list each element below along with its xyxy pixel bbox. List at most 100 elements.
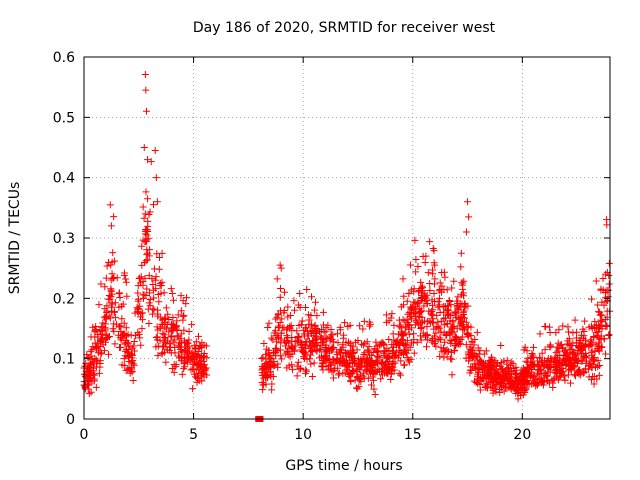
data-point: [91, 371, 99, 379]
data-point: [260, 339, 268, 347]
data-point: [388, 310, 396, 318]
data-point: [143, 236, 151, 244]
data-point: [405, 289, 413, 297]
data-point: [492, 365, 500, 373]
data-point: [166, 340, 174, 348]
data-point: [341, 319, 349, 327]
data-point: [442, 331, 450, 339]
data-point: [522, 379, 530, 386]
data-point: [189, 385, 197, 393]
data-point: [418, 288, 426, 296]
data-point: [423, 343, 431, 351]
data-point: [410, 288, 418, 296]
data-point: [184, 339, 192, 347]
data-point: [116, 294, 124, 302]
data-point: [420, 292, 428, 300]
data-point: [494, 369, 502, 377]
data-point: [334, 371, 342, 379]
data-point: [92, 383, 100, 391]
data-point: [258, 354, 266, 362]
data-point: [493, 380, 501, 388]
data-point: [414, 263, 422, 271]
data-point: [409, 309, 417, 317]
data-point: [312, 328, 320, 336]
data-point: [410, 349, 418, 357]
data-point: [176, 334, 184, 342]
data-point: [365, 343, 373, 351]
data-point: [307, 360, 315, 368]
data-point: [500, 387, 508, 395]
data-point: [322, 324, 330, 332]
data-point: [304, 328, 312, 336]
data-point: [177, 292, 185, 300]
data-point: [404, 319, 412, 327]
data-point: [440, 348, 448, 356]
data-point: [541, 322, 549, 330]
data-point: [136, 334, 144, 342]
data-point: [107, 222, 115, 230]
data-point: [392, 340, 400, 348]
data-point: [107, 293, 115, 301]
data-point: [598, 317, 606, 325]
data-point: [427, 309, 435, 317]
data-point: [503, 360, 511, 368]
data-point: [117, 336, 125, 344]
data-point: [102, 274, 110, 282]
data-point: [98, 323, 106, 331]
data-point: [329, 374, 337, 382]
data-point: [179, 313, 187, 321]
data-point: [311, 298, 319, 306]
data-point: [169, 313, 177, 321]
data-point: [284, 303, 292, 311]
data-point: [389, 343, 397, 351]
data-point: [293, 372, 301, 380]
data-point: [146, 289, 154, 297]
data-point: [603, 322, 611, 330]
data-point: [270, 329, 278, 337]
data-point: [153, 198, 161, 206]
data-point: [574, 349, 582, 357]
data-point: [596, 362, 604, 370]
data-point: [277, 264, 285, 272]
data-point: [158, 249, 166, 257]
data-point: [484, 384, 492, 392]
data-point: [154, 342, 162, 350]
data-point: [590, 380, 598, 388]
data-point: [284, 313, 292, 321]
data-point: [134, 305, 142, 313]
data-point: [293, 327, 301, 335]
data-point: [273, 275, 281, 283]
data-point: [308, 293, 316, 301]
data-point: [448, 355, 456, 363]
data-point: [185, 336, 193, 344]
data-point: [87, 352, 95, 360]
data-point: [410, 330, 418, 338]
data-point: [463, 329, 471, 337]
data-point: [157, 282, 165, 290]
data-point: [161, 319, 169, 327]
data-point: [586, 338, 594, 346]
data-point: [474, 380, 482, 388]
data-point: [124, 331, 132, 339]
data-point: [460, 307, 468, 315]
data-point: [345, 338, 353, 346]
data-point: [268, 380, 276, 388]
data-point: [128, 368, 136, 376]
data-point: [421, 317, 429, 325]
data-point: [278, 315, 286, 323]
data-point: [275, 324, 283, 332]
data-point: [590, 360, 598, 368]
data-point: [405, 330, 413, 338]
data-point: [417, 278, 425, 286]
data-point: [145, 272, 153, 280]
data-point: [389, 330, 397, 338]
data-point: [153, 323, 161, 331]
y-tick-label: 0.5: [53, 110, 75, 126]
data-point: [385, 336, 393, 344]
data-point: [152, 174, 160, 182]
data-point: [381, 348, 389, 356]
data-point: [589, 356, 597, 364]
data-point: [325, 344, 333, 352]
data-point: [124, 366, 132, 374]
data-point: [499, 365, 507, 373]
